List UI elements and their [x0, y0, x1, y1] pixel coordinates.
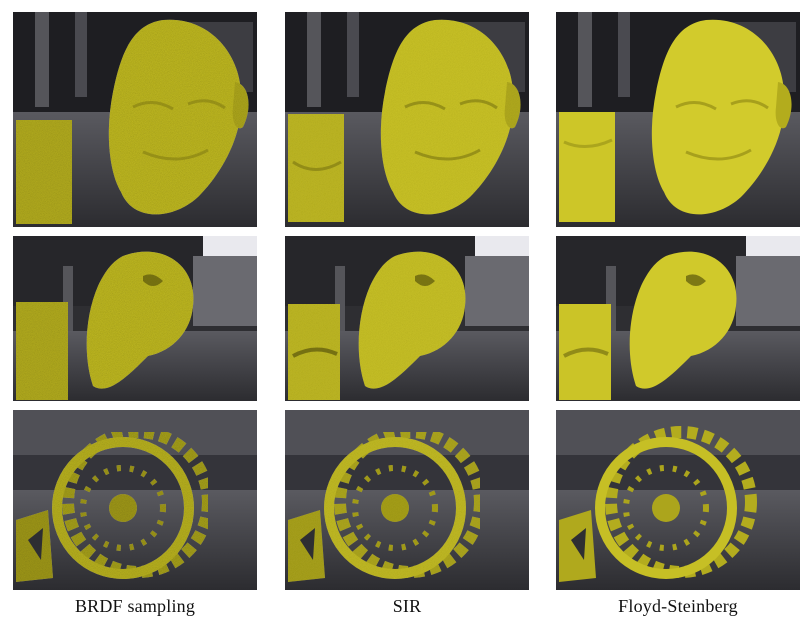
panel-gear-sir: [285, 410, 529, 590]
panel-gear-floyd-steinberg: [556, 410, 800, 590]
panel-face-front-sir: [285, 12, 529, 227]
caption-sir: SIR: [392, 596, 422, 616]
panel-face-side-brdf: [13, 236, 257, 401]
panel-face-side-sir: [285, 236, 529, 401]
caption-brdf-sampling: BRDF sampling: [74, 596, 196, 616]
panel-face-front-brdf: [13, 12, 257, 227]
caption-floyd-steinberg: Floyd-Steinberg: [618, 596, 738, 616]
panel-face-front-floyd-steinberg: [556, 12, 800, 227]
panel-gear-brdf: [13, 410, 257, 590]
panel-face-side-floyd-steinberg: [556, 236, 800, 401]
